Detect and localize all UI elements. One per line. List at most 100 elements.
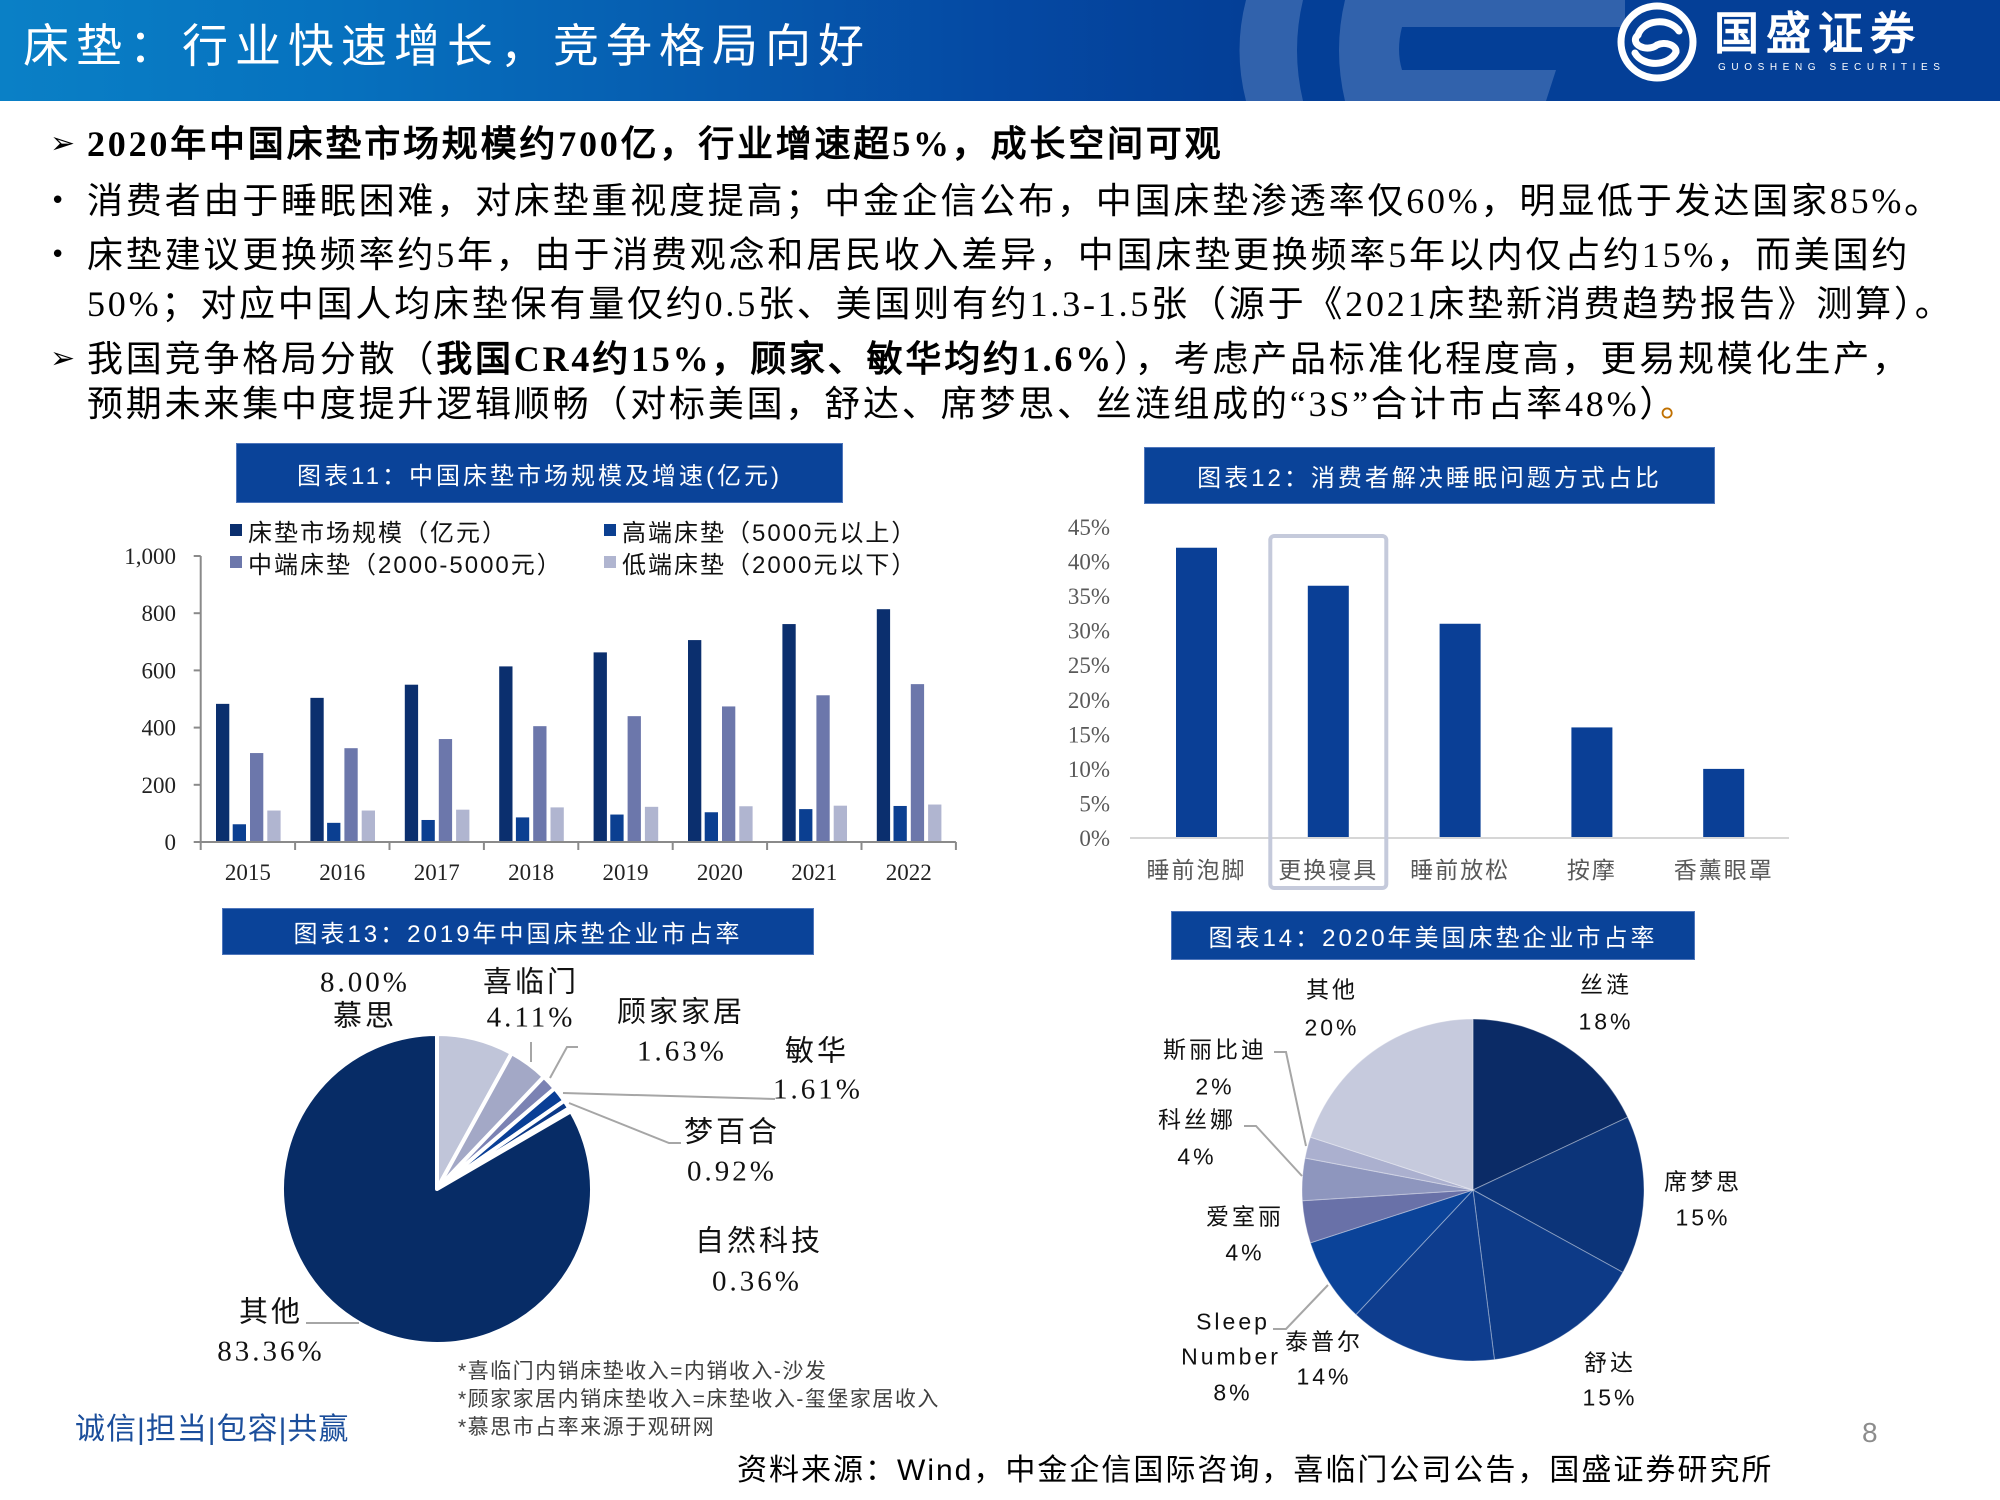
leader-lines [306, 1042, 776, 1324]
bar [910, 684, 925, 842]
slice-name-minhua: 敏华 [784, 1035, 850, 1068]
bar [799, 809, 813, 842]
slice-name-others: 其他 [238, 1296, 304, 1329]
bar [704, 812, 718, 842]
x-tick-label: 2020 [697, 860, 743, 885]
leader-line [568, 1102, 681, 1144]
y-tick-label: 30% [1068, 619, 1110, 644]
legend-item-market-size: 床垫市场规模（亿元） [230, 514, 508, 547]
legend-label: 高端床垫（5000元以上） [622, 519, 918, 547]
header-watermark-logo [1239, 0, 1625, 101]
footnote: *顾家家居内销床垫收入=床垫收入-玺堡家居收入 [458, 1388, 940, 1411]
slice-value-kuka: 1.63% [637, 1035, 727, 1068]
leader-line [562, 1092, 776, 1100]
competition-text-post: ），考虑产品标准化程度高，更易规模化生产， [1114, 339, 1911, 379]
bar [327, 822, 341, 842]
bar [876, 609, 891, 842]
y-tick-label: 25% [1068, 653, 1110, 678]
x-tick-label: 2017 [414, 860, 460, 885]
slice-value-minhua: 1.61% [773, 1073, 863, 1106]
arrow-bullet-icon: ➢ [50, 126, 76, 161]
dot-bullet-icon: • [50, 186, 66, 216]
market-size-bar-chart: 2015 2016 2017 2018 2019 2020 2021 2022 0 200 400 6… [124, 544, 957, 885]
legend-swatch-icon [604, 524, 616, 536]
guosheng-logo-icon [1617, 2, 1697, 82]
slice-value-sleepy: 2% [1195, 1073, 1235, 1100]
y-tick-label: 45% [1068, 515, 1110, 540]
header-bar: 床垫：行业快速增长，竞争格局向好 国盛证券 GUOSHENG SECURITIE… [0, 0, 2000, 101]
leader-lines [1244, 1051, 1329, 1330]
slice-name-xilinmen: 喜临门 [482, 966, 580, 999]
bar [232, 824, 246, 842]
bar [627, 716, 641, 842]
page-title: 床垫：行业快速增长，竞争格局向好 [23, 20, 871, 72]
legend-label: 床垫市场规模（亿元） [248, 519, 508, 547]
slice-value-serta: 15% [1582, 1384, 1638, 1411]
y-tick-label: 200 [142, 773, 177, 798]
pie-slice [1309, 1018, 1474, 1191]
pie-slice [1304, 1136, 1474, 1191]
y-tick-label: 400 [142, 716, 177, 741]
competition-end-mark: 。 [1660, 384, 1699, 424]
key-point-competition: 我国竞争格局分散（我国CR4约15%，顾家、敏华均约1.6%），考虑产品标准化程… [87, 337, 1911, 381]
footnote: *喜临门内销床垫收入=内销收入-沙发 [458, 1360, 828, 1383]
x-tick-label: 2021 [791, 860, 837, 885]
slice-name-simmons: 席梦思 [1664, 1168, 1742, 1195]
slice-name-kuka: 顾家家居 [616, 996, 746, 1029]
detail-replacement-line1: 床垫建议更换频率约5年，由于消费观念和居民收入差异，中国床垫更换频率5年以内仅占… [87, 235, 1911, 275]
pie-slices [280, 1032, 595, 1346]
bar [515, 817, 530, 842]
bar [644, 806, 659, 842]
leader-line [1274, 1051, 1307, 1147]
slice-name-mengbaihe: 梦百合 [683, 1116, 781, 1149]
x-tick-label: 2019 [603, 860, 649, 885]
pie-slice [1301, 1189, 1474, 1244]
bar [344, 748, 358, 842]
x-tick-label: 更换寝具 [1278, 858, 1378, 883]
china-market-share-pie-chart [280, 1032, 776, 1346]
y-tick-label: 40% [1068, 550, 1110, 575]
watermark-s-shape [1339, 0, 1625, 101]
bar [533, 726, 547, 842]
y-tick-label: 0 [165, 830, 177, 855]
key-point-market-size: 2020年中国床垫市场规模约700亿，行业增速超5%，成长空间可观 [87, 124, 1224, 164]
y-tick-label: 20% [1068, 688, 1110, 713]
pie-slice [1355, 1189, 1495, 1362]
bar [1176, 547, 1217, 838]
detail-replacement-line2: 50%；对应中国人均床垫保有量仅约0.5张、美国则有约1.3-1.5张（源于《2… [87, 284, 1954, 324]
slice-name-tempur: 泰普尔 [1285, 1328, 1363, 1355]
slice-name-mousi: 慕思 [332, 1000, 398, 1033]
detail-penetration: 消费者由于睡眠困难，对床垫重视度提高；中金企信公布，中国床垫渗透率仅60%，明显… [87, 181, 1943, 221]
x-tick-label: 2016 [319, 860, 365, 885]
dot-bullet-icon: • [50, 240, 66, 270]
legend-swatch-icon [230, 556, 242, 568]
slice-value-mengbaihe: 0.92% [687, 1155, 777, 1188]
bar [421, 819, 435, 842]
legend-item-mid-end: 中端床垫（2000-5000元） [230, 546, 563, 579]
legend-item-low-end: 低端床垫（2000元以下） [604, 546, 917, 579]
x-tick-label: 按摩 [1567, 858, 1617, 883]
pie-slice [280, 1032, 595, 1346]
slice-name-serta: 舒达 [1584, 1349, 1636, 1376]
bar [1439, 623, 1481, 838]
x-tick-label: 2015 [225, 860, 271, 885]
pie-slice [1472, 1018, 1629, 1191]
x-tick-label: 睡前放松 [1410, 858, 1510, 883]
y-tick-label: 35% [1068, 584, 1110, 609]
slice-value-xilinmen: 4.11% [486, 1001, 576, 1034]
leader-line [1273, 1284, 1329, 1330]
slice-name-casper: 科丝娜 [1158, 1106, 1236, 1133]
y-tick-label: 600 [142, 658, 177, 683]
y-tick-label: 0% [1079, 826, 1110, 851]
slice-name-sleep-number-line2: Number [1181, 1343, 1281, 1370]
competition-continuation: 预期未来集中度提升逻辑顺畅（对标美国，舒达、席梦思、丝涟组成的“3S”合计市占率… [87, 384, 1661, 424]
bar [593, 652, 607, 842]
bar [688, 640, 702, 842]
slice-value-others: 20% [1304, 1014, 1360, 1041]
brand-name-en: GUOSHENG SECURITIES [1718, 62, 1946, 73]
slice-value-sealy: 18% [1578, 1008, 1634, 1035]
x-tick-label: 香薰眼罩 [1674, 858, 1774, 883]
slice-value-tempur: 14% [1296, 1363, 1352, 1390]
leader-line [549, 1046, 578, 1079]
chart12-title: 图表12：消费者解决睡眠问题方式占比 [1144, 447, 1715, 504]
